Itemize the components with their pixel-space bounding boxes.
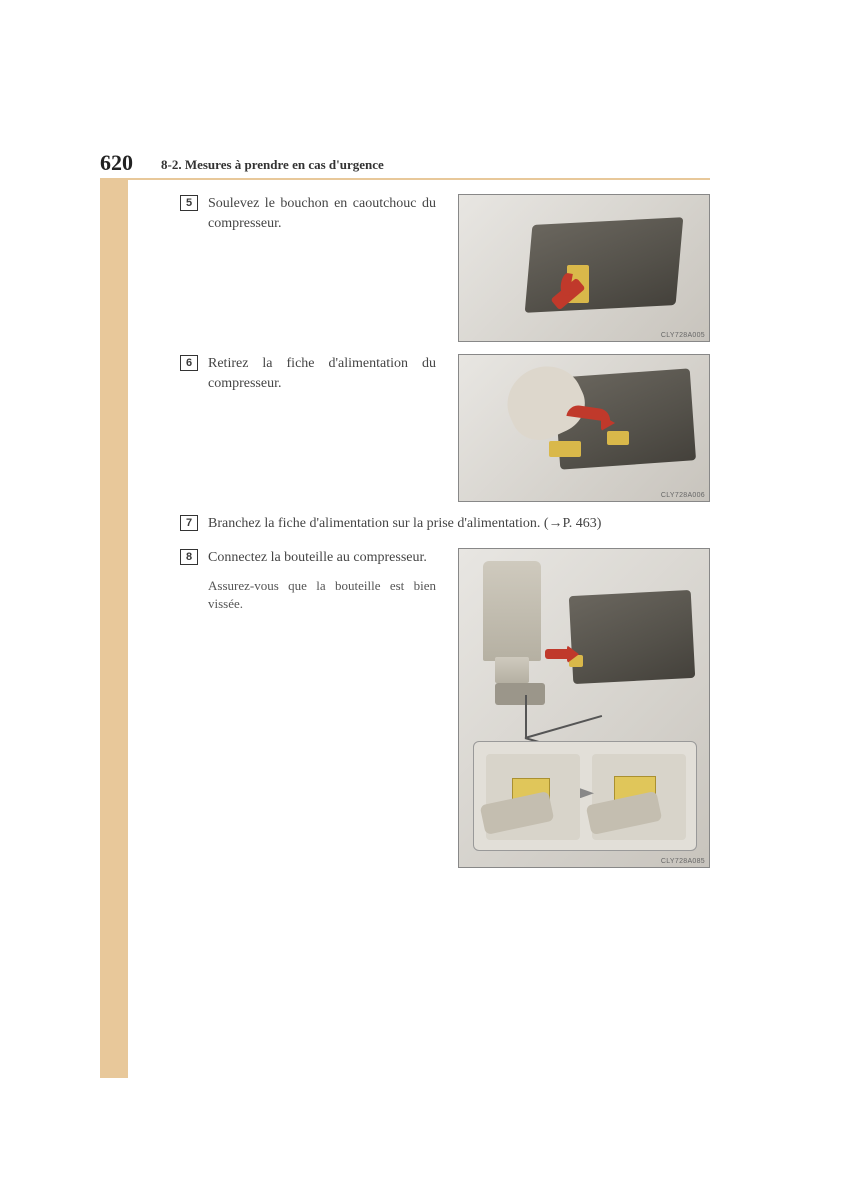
step-7: 7 Branchez la fiche d'alimentation sur l… — [180, 514, 710, 534]
image-code: CLY728A005 — [661, 332, 705, 339]
step-text: Connectez la bouteille au compresseur. — [208, 548, 436, 568]
step-6: 6 Retirez la fiche d'alimentation du com… — [180, 354, 444, 395]
step-number-badge: 7 — [180, 515, 198, 531]
step-8: 8 Connectez la bouteille au compresseur.… — [180, 548, 444, 614]
image-code: CLY728A085 — [661, 858, 705, 865]
illustration-compressor-cap: CLY728A005 — [458, 194, 710, 342]
step-text: Branchez la fiche d'alimentation sur la … — [208, 514, 710, 534]
section-title: 8-2. Mesures à prendre en cas d'urgence — [161, 157, 384, 178]
step-6-row: 6 Retirez la fiche d'alimentation du com… — [180, 354, 710, 502]
content-area: 5 Soulevez le bouchon en caoutchouc du c… — [180, 194, 710, 880]
step-8-row: 8 Connectez la bouteille au compresseur.… — [180, 548, 710, 868]
step-number-badge: 5 — [180, 195, 198, 211]
image-code: CLY728A006 — [661, 492, 705, 499]
page-header: 620 8-2. Mesures à prendre en cas d'urge… — [100, 148, 710, 178]
step-subtext: Assurez-vous que la bouteille est bien v… — [208, 577, 436, 615]
side-tab-bar — [100, 178, 128, 1078]
page-number: 620 — [100, 152, 133, 178]
illustration-bottle-connect: CLY728A085 — [458, 548, 710, 868]
step-text: Soulevez le bouchon en caoutchouc du com… — [208, 194, 436, 235]
step-5: 5 Soulevez le bouchon en caoutchouc du c… — [180, 194, 444, 235]
header-rule — [100, 178, 710, 180]
step-number-badge: 8 — [180, 549, 198, 565]
manual-page: 620 8-2. Mesures à prendre en cas d'urge… — [0, 0, 848, 1200]
step-text: Retirez la fiche d'alimentation du compr… — [208, 354, 436, 395]
step-5-row: 5 Soulevez le bouchon en caoutchouc du c… — [180, 194, 710, 342]
illustration-power-plug: CLY728A006 — [458, 354, 710, 502]
step-number-badge: 6 — [180, 355, 198, 371]
